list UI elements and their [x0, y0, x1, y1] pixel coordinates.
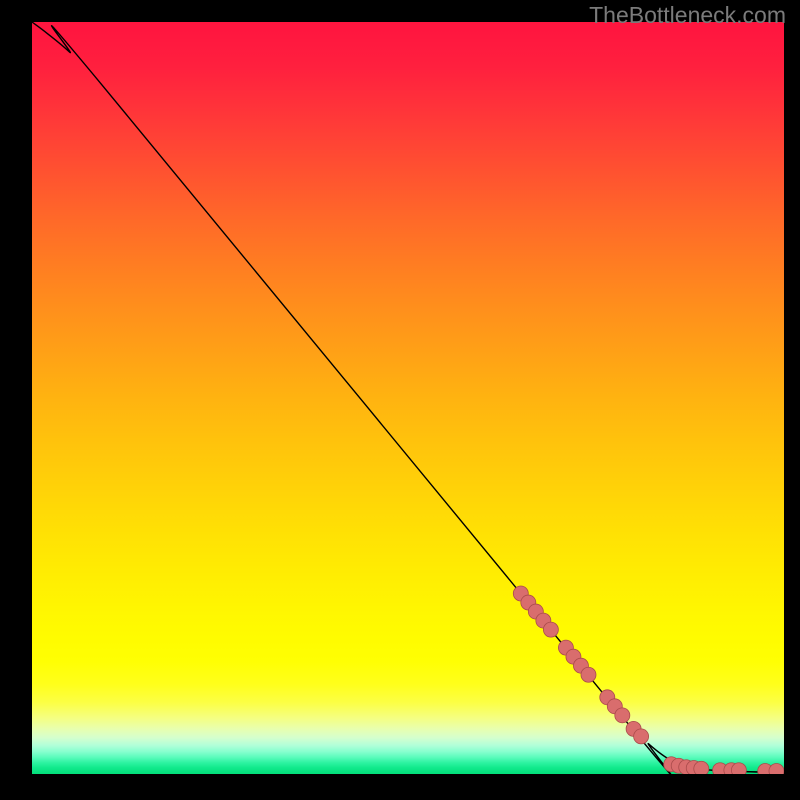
- data-marker: [731, 763, 746, 774]
- data-marker: [543, 622, 558, 637]
- data-marker: [694, 761, 709, 774]
- plot-svg: [32, 22, 784, 774]
- data-marker: [634, 729, 649, 744]
- plot-area: [32, 22, 784, 774]
- heatmap-background: [32, 22, 784, 774]
- data-marker: [615, 708, 630, 723]
- chart-stage: TheBottleneck.com: [0, 0, 800, 800]
- watermark-text: TheBottleneck.com: [589, 2, 786, 29]
- data-marker: [581, 667, 596, 682]
